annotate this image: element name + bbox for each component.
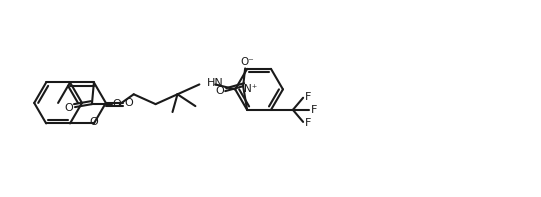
Text: F: F [311,105,317,115]
Text: F: F [305,92,311,102]
Text: O⁻: O⁻ [240,57,254,67]
Text: O: O [113,99,121,109]
Text: O: O [215,86,223,96]
Text: HN: HN [207,78,224,88]
Text: O: O [124,98,133,108]
Text: F: F [305,118,311,128]
Text: N⁺: N⁺ [245,84,258,94]
Text: O: O [65,103,74,113]
Text: O: O [90,117,98,127]
